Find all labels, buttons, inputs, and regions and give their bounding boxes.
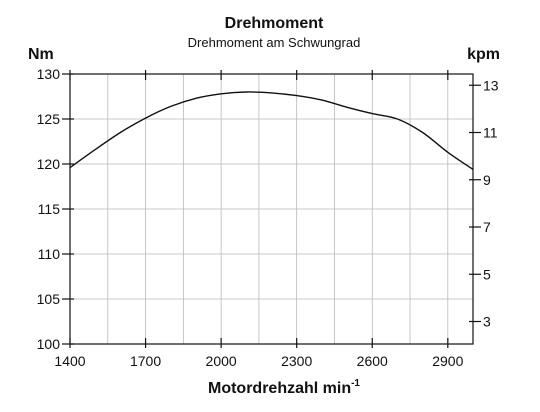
y-axis-left-unit: Nm xyxy=(28,46,54,63)
y-tick-label-right: 13 xyxy=(483,77,499,93)
x-tick-label: 2600 xyxy=(357,353,388,369)
chart-title: Drehmoment xyxy=(225,15,324,32)
y-tick-label-left: 105 xyxy=(37,291,61,307)
y-tick-label-right: 3 xyxy=(483,314,491,330)
x-axis-label: Motordrehzahl min-1 xyxy=(208,378,360,397)
y-tick-label-left: 115 xyxy=(38,201,61,217)
x-tick-label: 1400 xyxy=(54,353,85,369)
tick-labels: 1400 1700 2000 2300 2600 29001001051101151201… xyxy=(37,66,499,369)
ticks xyxy=(62,70,481,348)
chart-subtitle: Drehmoment am Schwungrad xyxy=(188,35,361,50)
x-axis-label-exponent: -1 xyxy=(351,378,360,389)
y-axis-right-unit: kpm xyxy=(467,46,500,63)
y-tick-label-right: 5 xyxy=(483,266,491,282)
y-tick-label-right: 7 xyxy=(483,219,491,235)
y-tick-label-right: 11 xyxy=(483,125,498,141)
y-tick-label-left: 120 xyxy=(37,156,61,172)
x-tick-label: 1700 xyxy=(130,353,161,369)
y-tick-label-left: 110 xyxy=(38,246,61,262)
plot-frame xyxy=(69,73,474,345)
y-tick-label-left: 100 xyxy=(37,336,61,352)
torque-curve xyxy=(69,91,474,170)
y-tick-label-right: 9 xyxy=(483,172,491,188)
x-tick-label: 2300 xyxy=(281,353,312,369)
x-tick-label: 2900 xyxy=(432,353,463,369)
grid xyxy=(70,74,473,344)
y-tick-label-left: 130 xyxy=(37,66,61,82)
x-axis-label-main: Motordrehzahl min xyxy=(208,380,351,397)
y-tick-label-left: 125 xyxy=(37,111,61,127)
x-tick-label: 2000 xyxy=(206,353,237,369)
